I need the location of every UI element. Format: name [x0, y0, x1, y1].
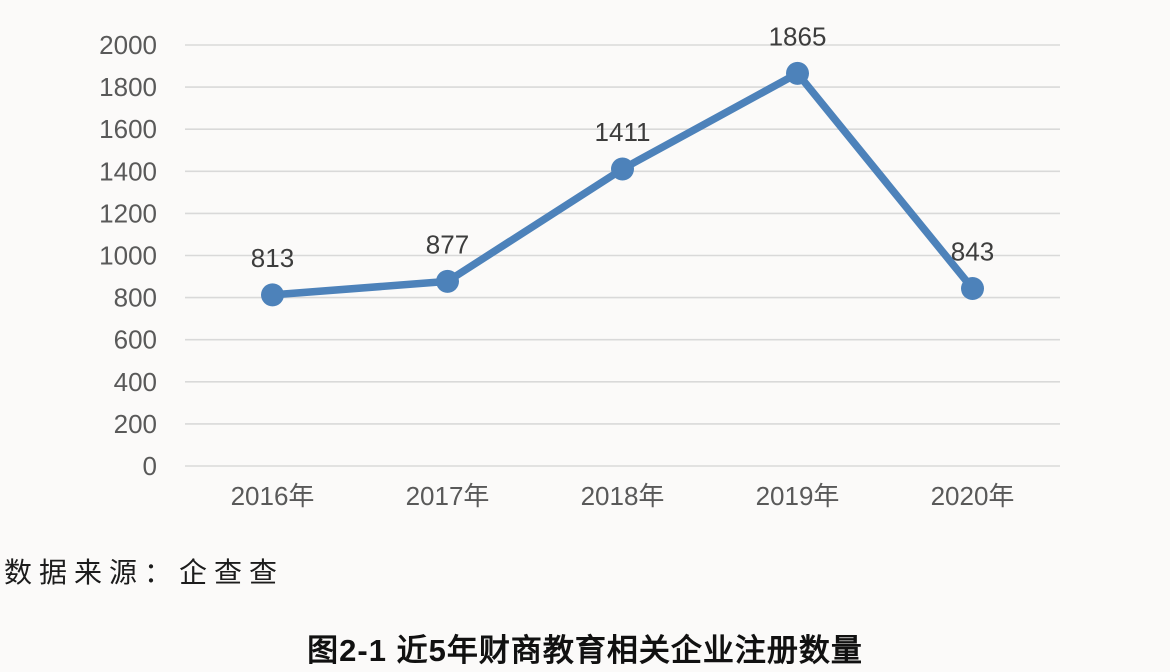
data-point-label: 877 — [426, 229, 469, 259]
data-point-marker — [261, 283, 284, 307]
y-axis-tick-label: 2000 — [99, 30, 157, 60]
y-axis-tick-label: 1600 — [99, 114, 157, 144]
data-point-label: 1865 — [769, 21, 827, 51]
data-point-marker — [961, 277, 984, 301]
x-axis-tick-label: 2020年 — [931, 481, 1015, 511]
data-point-marker — [611, 157, 634, 181]
y-axis-tick-label: 1400 — [99, 156, 157, 186]
data-point-label: 843 — [951, 237, 994, 267]
x-axis-tick-label: 2019年 — [756, 481, 840, 511]
figure-caption: 图2-1 近5年财商教育相关企业注册数量 — [307, 633, 863, 668]
x-axis-tick-label: 2016年 — [231, 481, 315, 511]
data-point-marker — [436, 269, 459, 293]
y-axis-tick-label: 1800 — [99, 72, 157, 102]
y-axis-tick-label: 400 — [114, 367, 157, 397]
data-source-note: 数据来源：企查查 — [4, 556, 285, 589]
data-point-label: 813 — [251, 243, 294, 273]
data-point-marker — [786, 61, 809, 85]
y-axis-tick-label: 0 — [143, 451, 157, 481]
y-axis-tick-label: 800 — [114, 283, 157, 313]
x-axis-tick-label: 2017年 — [406, 481, 490, 511]
y-axis-tick-label: 1000 — [99, 241, 157, 271]
x-axis-tick-label: 2018年 — [581, 481, 665, 511]
y-axis-tick-label: 1200 — [99, 198, 157, 228]
y-axis-tick-label: 200 — [114, 409, 157, 439]
y-axis-tick-label: 600 — [114, 325, 157, 355]
data-point-label: 1411 — [595, 117, 651, 147]
data-series-line — [268, 69, 977, 299]
